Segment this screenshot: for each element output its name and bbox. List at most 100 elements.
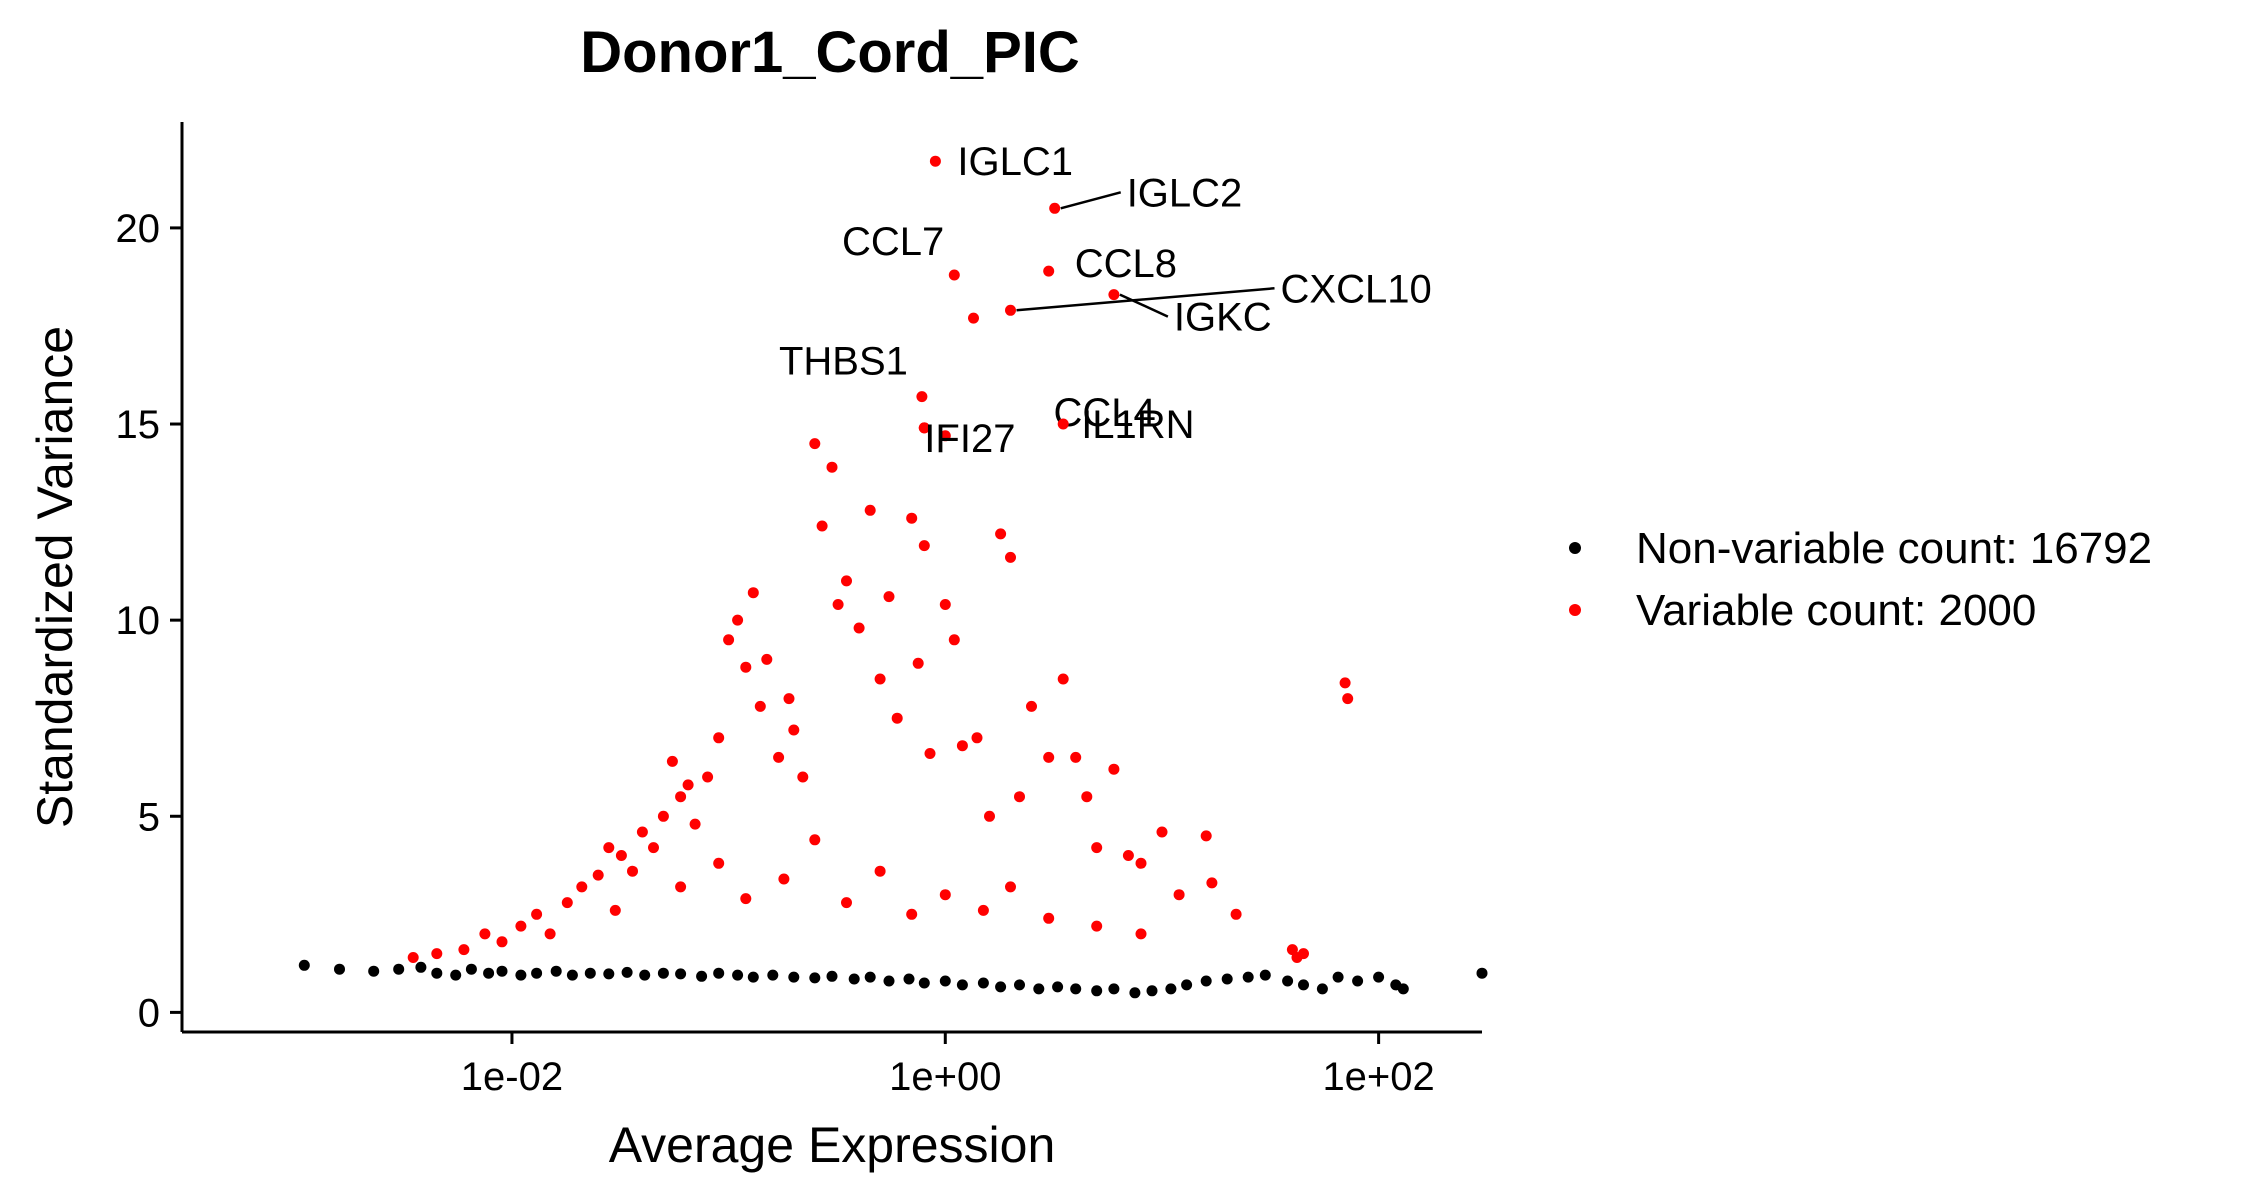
points-layer bbox=[298, 422, 1488, 999]
legend: Non-variable count: 16792 Variable count… bbox=[1569, 524, 2152, 635]
nonvariable-point bbox=[550, 965, 562, 977]
variable-point bbox=[689, 818, 701, 830]
nonvariable-point bbox=[1014, 979, 1025, 991]
variable-point bbox=[891, 712, 903, 724]
labeled-gene-point bbox=[1005, 304, 1016, 316]
gene-label: IL1RN bbox=[1081, 403, 1194, 447]
x-ticks: 1e-02 1e+00 1e+02 bbox=[461, 1032, 1435, 1099]
variable-point bbox=[841, 575, 852, 587]
variable-point bbox=[1005, 881, 1016, 893]
variable-point bbox=[1173, 889, 1185, 901]
nonvariable-point bbox=[675, 968, 687, 980]
variable-point bbox=[458, 944, 470, 956]
variable-point bbox=[984, 810, 995, 822]
gene-label: IGLC1 bbox=[957, 140, 1073, 184]
labeled-gene-point bbox=[1043, 265, 1055, 277]
variable-point bbox=[754, 700, 766, 712]
variable-point bbox=[1014, 791, 1025, 803]
variable-point bbox=[1026, 700, 1037, 712]
variable-point bbox=[1200, 830, 1212, 842]
variable-point bbox=[783, 693, 795, 705]
variable-point bbox=[906, 908, 918, 920]
nonvariable-point bbox=[334, 963, 345, 975]
variable-point bbox=[1298, 948, 1309, 960]
nonvariable-point bbox=[826, 970, 838, 982]
nonvariable-point bbox=[1476, 967, 1488, 979]
nonvariable-point bbox=[431, 967, 443, 979]
variable-point bbox=[531, 908, 543, 920]
variable-point bbox=[883, 591, 895, 603]
variable-point bbox=[666, 755, 678, 767]
variable-point bbox=[627, 865, 638, 877]
nonvariable-point bbox=[1146, 985, 1158, 997]
variable-point bbox=[1108, 763, 1120, 775]
gene-label-leader bbox=[1060, 191, 1122, 210]
nonvariable-point bbox=[1242, 971, 1254, 983]
variable-point bbox=[1135, 928, 1147, 940]
variable-point bbox=[496, 936, 508, 948]
nonvariable-point bbox=[657, 967, 669, 979]
variable-point bbox=[702, 771, 714, 783]
gene-label: IGKC bbox=[1174, 296, 1272, 340]
nonvariable-point bbox=[1181, 979, 1193, 991]
y-tick-label: 5 bbox=[138, 795, 160, 839]
legend-label-nonvariable: Non-variable count: 16792 bbox=[1636, 524, 2152, 573]
variable-point bbox=[723, 634, 735, 646]
labeled-gene-point bbox=[1108, 289, 1120, 301]
gene-label: IGLC2 bbox=[1127, 171, 1243, 215]
nonvariable-point bbox=[1332, 971, 1344, 983]
variable-point bbox=[682, 779, 694, 791]
nonvariable-point bbox=[864, 971, 876, 983]
nonvariable-point bbox=[368, 965, 380, 977]
x-tick-label: 1e+00 bbox=[889, 1055, 1001, 1099]
variable-point bbox=[995, 528, 1007, 540]
variable-point bbox=[732, 614, 744, 626]
nonvariable-point bbox=[1165, 983, 1177, 995]
variable-point bbox=[1043, 912, 1055, 924]
variable-point bbox=[1135, 857, 1147, 869]
nonvariable-point bbox=[1091, 985, 1103, 997]
nonvariable-point bbox=[1282, 975, 1294, 987]
nonvariable-point bbox=[1033, 983, 1045, 995]
variable-point bbox=[773, 751, 785, 763]
variable-point bbox=[592, 869, 604, 881]
variable-point bbox=[1091, 842, 1103, 854]
variable-point bbox=[1206, 877, 1218, 889]
chart-title: Donor1_Cord_PIC bbox=[580, 20, 1080, 85]
variable-point bbox=[561, 897, 573, 909]
nonvariable-point bbox=[1259, 969, 1271, 981]
variable-point bbox=[1005, 551, 1016, 563]
nonvariable-point bbox=[465, 963, 477, 975]
variable-point bbox=[713, 732, 725, 744]
nonvariable-point bbox=[713, 967, 725, 979]
variable-point bbox=[1122, 850, 1134, 861]
variable-point bbox=[713, 857, 725, 869]
variable-point bbox=[603, 842, 615, 854]
nonvariable-point bbox=[621, 966, 633, 978]
legend-marker-nonvariable bbox=[1569, 542, 1581, 554]
variable-point bbox=[479, 928, 491, 940]
nonvariable-point bbox=[450, 969, 462, 981]
y-ticks: 0 5 10 15 20 bbox=[116, 207, 182, 1035]
nonvariable-point bbox=[696, 970, 708, 982]
labeled-gene-point bbox=[1049, 202, 1061, 214]
variable-point bbox=[431, 948, 443, 960]
legend-label-variable: Variable count: 2000 bbox=[1636, 586, 2036, 635]
x-axis-title: Average Expression bbox=[609, 1117, 1056, 1173]
nonvariable-point bbox=[809, 972, 821, 984]
y-tick-label: 10 bbox=[116, 599, 161, 643]
variable-point bbox=[1091, 920, 1103, 932]
variable-point bbox=[675, 791, 687, 803]
y-tick-label: 20 bbox=[116, 207, 161, 251]
variable-point bbox=[1081, 791, 1093, 803]
variable-point bbox=[906, 512, 918, 524]
variable-point bbox=[761, 653, 773, 665]
variable-point bbox=[797, 771, 809, 783]
variable-point bbox=[636, 826, 648, 838]
variable-point bbox=[853, 622, 865, 634]
variable-point bbox=[939, 430, 951, 442]
nonvariable-point bbox=[747, 971, 759, 983]
nonvariable-point bbox=[848, 973, 860, 985]
variable-point bbox=[576, 881, 588, 893]
